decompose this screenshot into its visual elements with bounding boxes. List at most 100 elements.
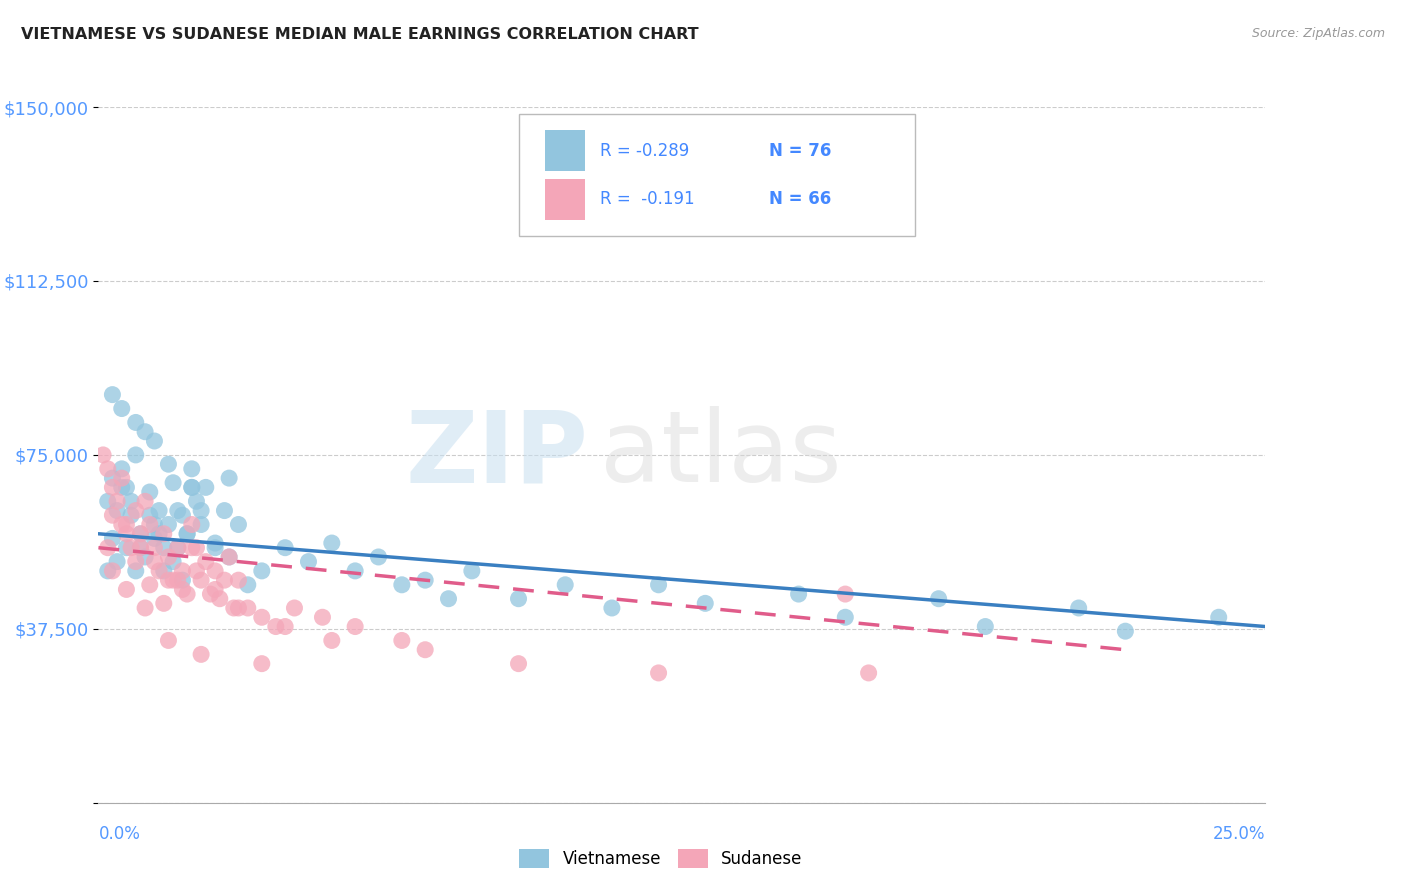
Point [228,573,250,587]
FancyBboxPatch shape [519,114,915,235]
Point [391,633,413,648]
Point [236,601,259,615]
Point [283,601,305,615]
Point [162,475,184,490]
Text: N = 76: N = 76 [769,142,832,160]
Point [166,541,188,555]
Point [152,526,174,541]
Point [176,587,198,601]
Point [204,536,226,550]
Point [172,573,194,587]
Text: 25.0%: 25.0% [1213,825,1265,843]
Point [105,555,128,569]
Point [101,480,124,494]
Point [834,587,856,601]
Point [115,582,138,597]
Point [228,601,250,615]
Point [218,471,240,485]
Point [129,541,152,555]
Point [208,591,231,606]
Point [125,503,148,517]
Point [695,596,717,610]
Point [111,517,134,532]
Point [236,578,259,592]
Point [129,526,152,541]
Point [186,494,208,508]
Point [91,448,114,462]
Point [367,549,389,564]
Point [148,526,170,541]
Point [222,601,245,615]
Point [97,564,120,578]
Point [180,480,202,494]
Point [111,401,134,416]
Point [214,503,236,517]
Point [250,610,273,624]
Point [321,633,343,648]
Point [218,549,240,564]
Point [115,541,138,555]
Point [157,457,180,471]
Point [157,633,180,648]
Point [250,564,273,578]
Point [143,541,166,555]
Point [143,532,166,546]
Point [139,485,162,500]
Point [111,462,134,476]
Point [111,480,134,494]
Point [157,573,180,587]
Point [180,541,202,555]
Point [190,517,212,532]
Point [204,582,226,597]
Point [508,657,530,671]
Point [180,462,202,476]
Point [204,541,226,555]
Point [166,541,188,555]
Point [172,564,194,578]
Point [647,578,669,592]
Point [321,536,343,550]
Point [129,526,152,541]
Point [139,578,162,592]
Text: R = -0.289: R = -0.289 [600,142,689,160]
Point [101,564,124,578]
FancyBboxPatch shape [546,130,585,171]
Point [105,503,128,517]
Point [834,610,856,624]
Point [190,503,212,517]
Point [413,573,436,587]
Point [250,657,273,671]
Point [1208,610,1230,624]
Point [1067,601,1090,615]
Point [166,503,188,517]
Point [297,555,319,569]
Text: N = 66: N = 66 [769,190,832,208]
Point [139,517,162,532]
Text: 0.0%: 0.0% [98,825,141,843]
FancyBboxPatch shape [546,178,585,219]
Point [97,541,120,555]
Text: atlas: atlas [600,407,842,503]
Point [190,648,212,662]
Point [194,480,217,494]
Point [391,578,413,592]
Point [787,587,810,601]
Text: VIETNAMESE VS SUDANESE MEDIAN MALE EARNINGS CORRELATION CHART: VIETNAMESE VS SUDANESE MEDIAN MALE EARNI… [21,27,699,42]
Point [461,564,484,578]
Text: ZIP: ZIP [406,407,589,503]
Point [172,508,194,523]
Point [120,541,142,555]
Point [204,564,226,578]
Point [186,564,208,578]
Point [125,416,148,430]
Point [264,619,287,633]
Point [134,425,156,439]
Point [974,619,997,633]
Point [115,480,138,494]
Point [176,526,198,541]
Point [186,541,208,555]
Point [218,549,240,564]
Point [214,573,236,587]
Point [101,387,124,401]
Point [148,503,170,517]
